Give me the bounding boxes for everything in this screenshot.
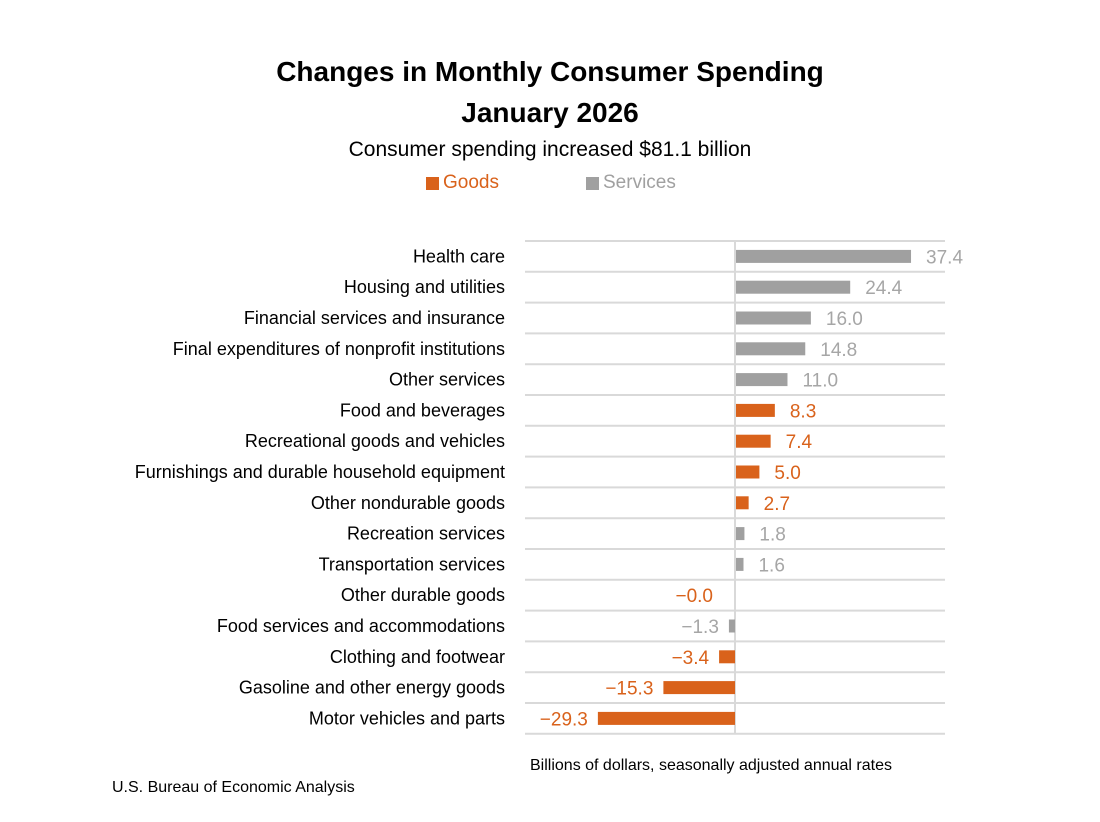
chart-subtitle: Consumer spending increased $81.1 billio… — [348, 138, 752, 161]
data-label: 37.4 — [926, 247, 963, 268]
data-label: 1.8 — [759, 525, 785, 546]
bar-services — [736, 527, 745, 541]
x-axis-label: Billions of dollars, seasonally adjusted… — [530, 757, 892, 774]
bar-goods — [736, 403, 775, 417]
bar-services — [736, 280, 851, 294]
category-label: Gasoline and other energy goods — [239, 678, 505, 698]
legend-label-services: Services — [603, 172, 676, 193]
legend-swatch-goods — [426, 176, 439, 190]
category-label: Motor vehicles and parts — [309, 708, 505, 728]
bar-services — [736, 249, 912, 263]
data-label: 2.7 — [764, 494, 790, 515]
legend-item-goods: Goods — [426, 172, 499, 194]
category-label: Final expenditures of nonprofit institut… — [173, 339, 505, 359]
data-label: 24.4 — [865, 278, 902, 299]
bar-goods — [736, 465, 760, 479]
category-label: Other durable goods — [341, 585, 505, 605]
source-note: U.S. Bureau of Economic Analysis — [112, 779, 355, 796]
data-label: 14.8 — [820, 340, 857, 361]
category-label: Other nondurable goods — [311, 493, 505, 513]
category-label: Transportation services — [319, 554, 505, 574]
category-label: Recreational goods and vehicles — [245, 431, 505, 451]
data-label: −15.3 — [605, 679, 653, 700]
legend-swatch-services — [586, 176, 599, 190]
data-label: −29.3 — [540, 709, 588, 730]
data-label: −3.4 — [672, 648, 710, 669]
bar-goods — [663, 681, 735, 695]
legend-item-services: Services — [586, 172, 676, 194]
category-label: Food and beverages — [340, 400, 505, 420]
bar-services — [736, 557, 744, 571]
chart-title-date: January 2026 — [461, 97, 639, 128]
bar-goods — [597, 711, 735, 725]
bar-services — [736, 311, 811, 325]
data-label: −1.3 — [681, 617, 719, 638]
data-label: 8.3 — [790, 401, 816, 422]
category-label: Health care — [413, 246, 505, 266]
category-label: Financial services and insurance — [244, 308, 505, 328]
bar-goods — [736, 496, 749, 510]
category-label: Furnishings and durable household equipm… — [135, 462, 505, 482]
bar-services — [736, 342, 806, 356]
category-label: Clothing and footwear — [330, 647, 505, 667]
category-label: Housing and utilities — [344, 277, 505, 297]
bar-services — [728, 619, 735, 633]
data-label: 11.0 — [802, 371, 838, 392]
data-label: 16.0 — [826, 309, 863, 330]
chart-title: Changes in Monthly Consumer Spending — [276, 56, 824, 87]
data-label: 7.4 — [786, 432, 813, 453]
category-label: Other services — [389, 370, 505, 390]
bar-goods — [719, 650, 735, 664]
bar-services — [736, 373, 788, 387]
category-label: Food services and accommodations — [217, 616, 505, 636]
bar-goods — [736, 434, 771, 448]
data-label: 5.0 — [774, 463, 800, 484]
data-label: −0.0 — [675, 586, 713, 607]
legend-label-goods: Goods — [443, 172, 499, 193]
data-label: 1.6 — [758, 555, 784, 576]
category-label: Recreation services — [347, 524, 505, 544]
